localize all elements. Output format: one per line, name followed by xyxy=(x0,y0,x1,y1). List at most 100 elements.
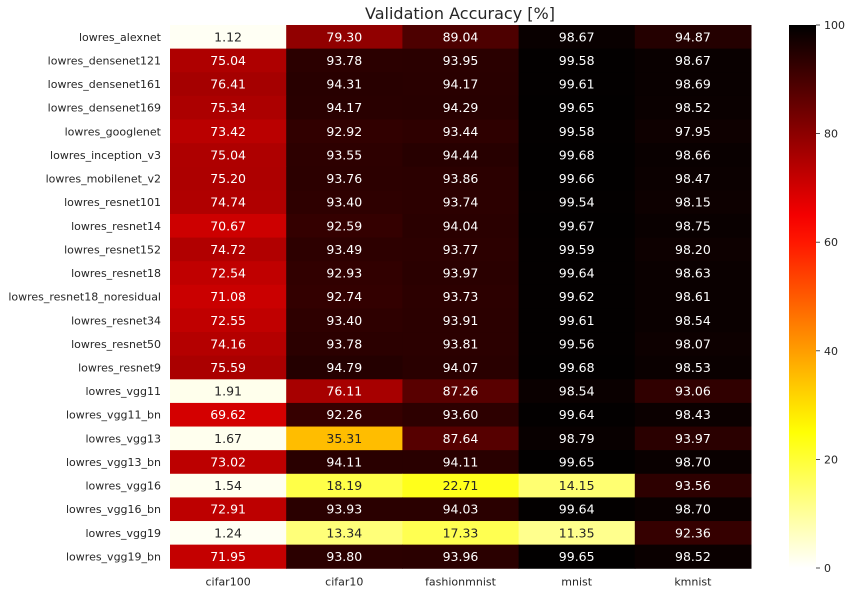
row-label: lowres_resnet18 xyxy=(71,267,161,280)
row-label: lowres_vgg13_bn xyxy=(66,456,161,469)
heatmap-cell xyxy=(170,332,287,357)
cell-value: 92.36 xyxy=(675,525,711,540)
heatmap-cell xyxy=(634,497,752,522)
heatmap-cell xyxy=(170,544,287,569)
colorbar-tick-label: 40 xyxy=(824,345,838,358)
heatmap-cell xyxy=(286,48,403,73)
cell-value: 35.31 xyxy=(326,431,362,446)
heatmap-cell xyxy=(518,72,636,97)
cell-value: 79.30 xyxy=(326,29,362,44)
row-label: lowres_resnet9 xyxy=(78,361,161,374)
row-label: lowres_densenet121 xyxy=(48,54,161,67)
heatmap-cell xyxy=(518,213,636,239)
cell-value: 94.29 xyxy=(443,100,479,115)
heatmap-cell xyxy=(170,143,287,168)
heatmap-cell xyxy=(634,166,752,191)
heatmap-cell xyxy=(634,119,752,144)
heatmap-cell xyxy=(518,402,636,428)
row-label: lowres_vgg11_bn xyxy=(66,409,161,422)
heatmap-cell xyxy=(518,497,636,522)
heatmap-cell xyxy=(402,544,520,569)
cell-value: 92.26 xyxy=(326,407,362,422)
heatmap-cell xyxy=(518,379,636,404)
heatmap-cell xyxy=(286,190,403,215)
heatmap-cell xyxy=(634,143,752,168)
cell-value: 72.55 xyxy=(210,313,246,328)
heatmap-cell xyxy=(286,355,403,380)
heatmap-cell xyxy=(170,402,287,428)
row-label: lowres_densenet161 xyxy=(48,78,161,91)
cell-value: 94.31 xyxy=(326,77,362,92)
cell-value: 13.34 xyxy=(326,525,362,540)
heatmap-cell xyxy=(286,25,403,50)
cell-value: 93.56 xyxy=(675,478,711,493)
cell-value: 97.95 xyxy=(675,124,711,139)
cell-value: 93.60 xyxy=(443,407,479,422)
cell-value: 98.47 xyxy=(675,171,711,186)
cell-value: 74.72 xyxy=(210,242,246,257)
heatmap-cell xyxy=(286,284,403,309)
cell-value: 93.40 xyxy=(326,313,362,328)
heatmap-cell xyxy=(402,450,520,475)
heatmap-cell xyxy=(170,95,287,120)
colorbar-tick-label: 20 xyxy=(824,453,838,466)
cell-value: 99.64 xyxy=(559,266,595,281)
heatmap-cell xyxy=(170,473,287,498)
row-label: lowres_vgg19_bn xyxy=(66,550,161,563)
cell-value: 98.52 xyxy=(675,100,711,115)
heatmap-cell xyxy=(286,72,403,97)
cell-value: 14.15 xyxy=(559,478,595,493)
cell-value: 75.04 xyxy=(210,147,246,162)
cell-value: 93.78 xyxy=(326,53,362,68)
heatmap-cell xyxy=(402,402,520,428)
heatmap-cell xyxy=(518,48,636,73)
column-label: kmnist xyxy=(674,575,712,588)
cell-value: 75.04 xyxy=(210,53,246,68)
heatmap-cell xyxy=(402,25,520,50)
cell-value: 94.07 xyxy=(443,360,479,375)
heatmap-cell xyxy=(402,237,520,262)
heatmap-cell xyxy=(170,450,287,475)
heatmap-cell xyxy=(634,426,752,451)
heatmap-cell xyxy=(634,25,752,50)
row-label: lowres_vgg16 xyxy=(85,480,161,493)
cell-value: 98.75 xyxy=(675,218,711,233)
heatmap-cell xyxy=(634,355,752,380)
cell-value: 99.64 xyxy=(559,502,595,517)
cell-value: 94.17 xyxy=(443,77,479,92)
cell-value: 93.55 xyxy=(326,147,362,162)
cell-value: 93.81 xyxy=(443,336,479,351)
heatmap-cell xyxy=(402,284,520,309)
cell-value: 99.58 xyxy=(559,53,595,68)
cell-value: 74.16 xyxy=(210,336,246,351)
heatmap-cell xyxy=(170,213,287,239)
row-label: lowres_inception_v3 xyxy=(50,149,161,162)
heatmap-cell xyxy=(518,190,636,215)
cell-value: 1.12 xyxy=(214,29,242,44)
heatmap-cell xyxy=(286,521,403,546)
heatmap-cell xyxy=(518,143,636,168)
heatmap-cell xyxy=(402,72,520,97)
cell-value: 93.93 xyxy=(326,502,362,517)
cell-value: 73.02 xyxy=(210,454,246,469)
heatmap-cell xyxy=(170,379,287,404)
heatmap-cell xyxy=(286,497,403,522)
row-label: lowres_vgg11 xyxy=(85,385,161,398)
row-label: lowres_densenet169 xyxy=(48,102,161,115)
heatmap-cell xyxy=(286,166,403,191)
heatmap-cell xyxy=(634,72,752,97)
heatmap-cell xyxy=(518,95,636,120)
column-label: cifar10 xyxy=(325,575,363,588)
cell-value: 76.11 xyxy=(326,384,362,399)
heatmap-cell xyxy=(170,72,287,97)
heatmap-cell xyxy=(402,426,520,451)
heatmap-cell xyxy=(634,544,752,569)
cell-value: 69.62 xyxy=(210,407,246,422)
heatmap-cell xyxy=(518,237,636,262)
heatmap-cell xyxy=(518,166,636,191)
row-label: lowres_resnet34 xyxy=(71,314,161,327)
cell-value: 1.24 xyxy=(214,525,242,540)
heatmap-cell xyxy=(170,261,287,286)
heatmap-cell xyxy=(402,497,520,522)
